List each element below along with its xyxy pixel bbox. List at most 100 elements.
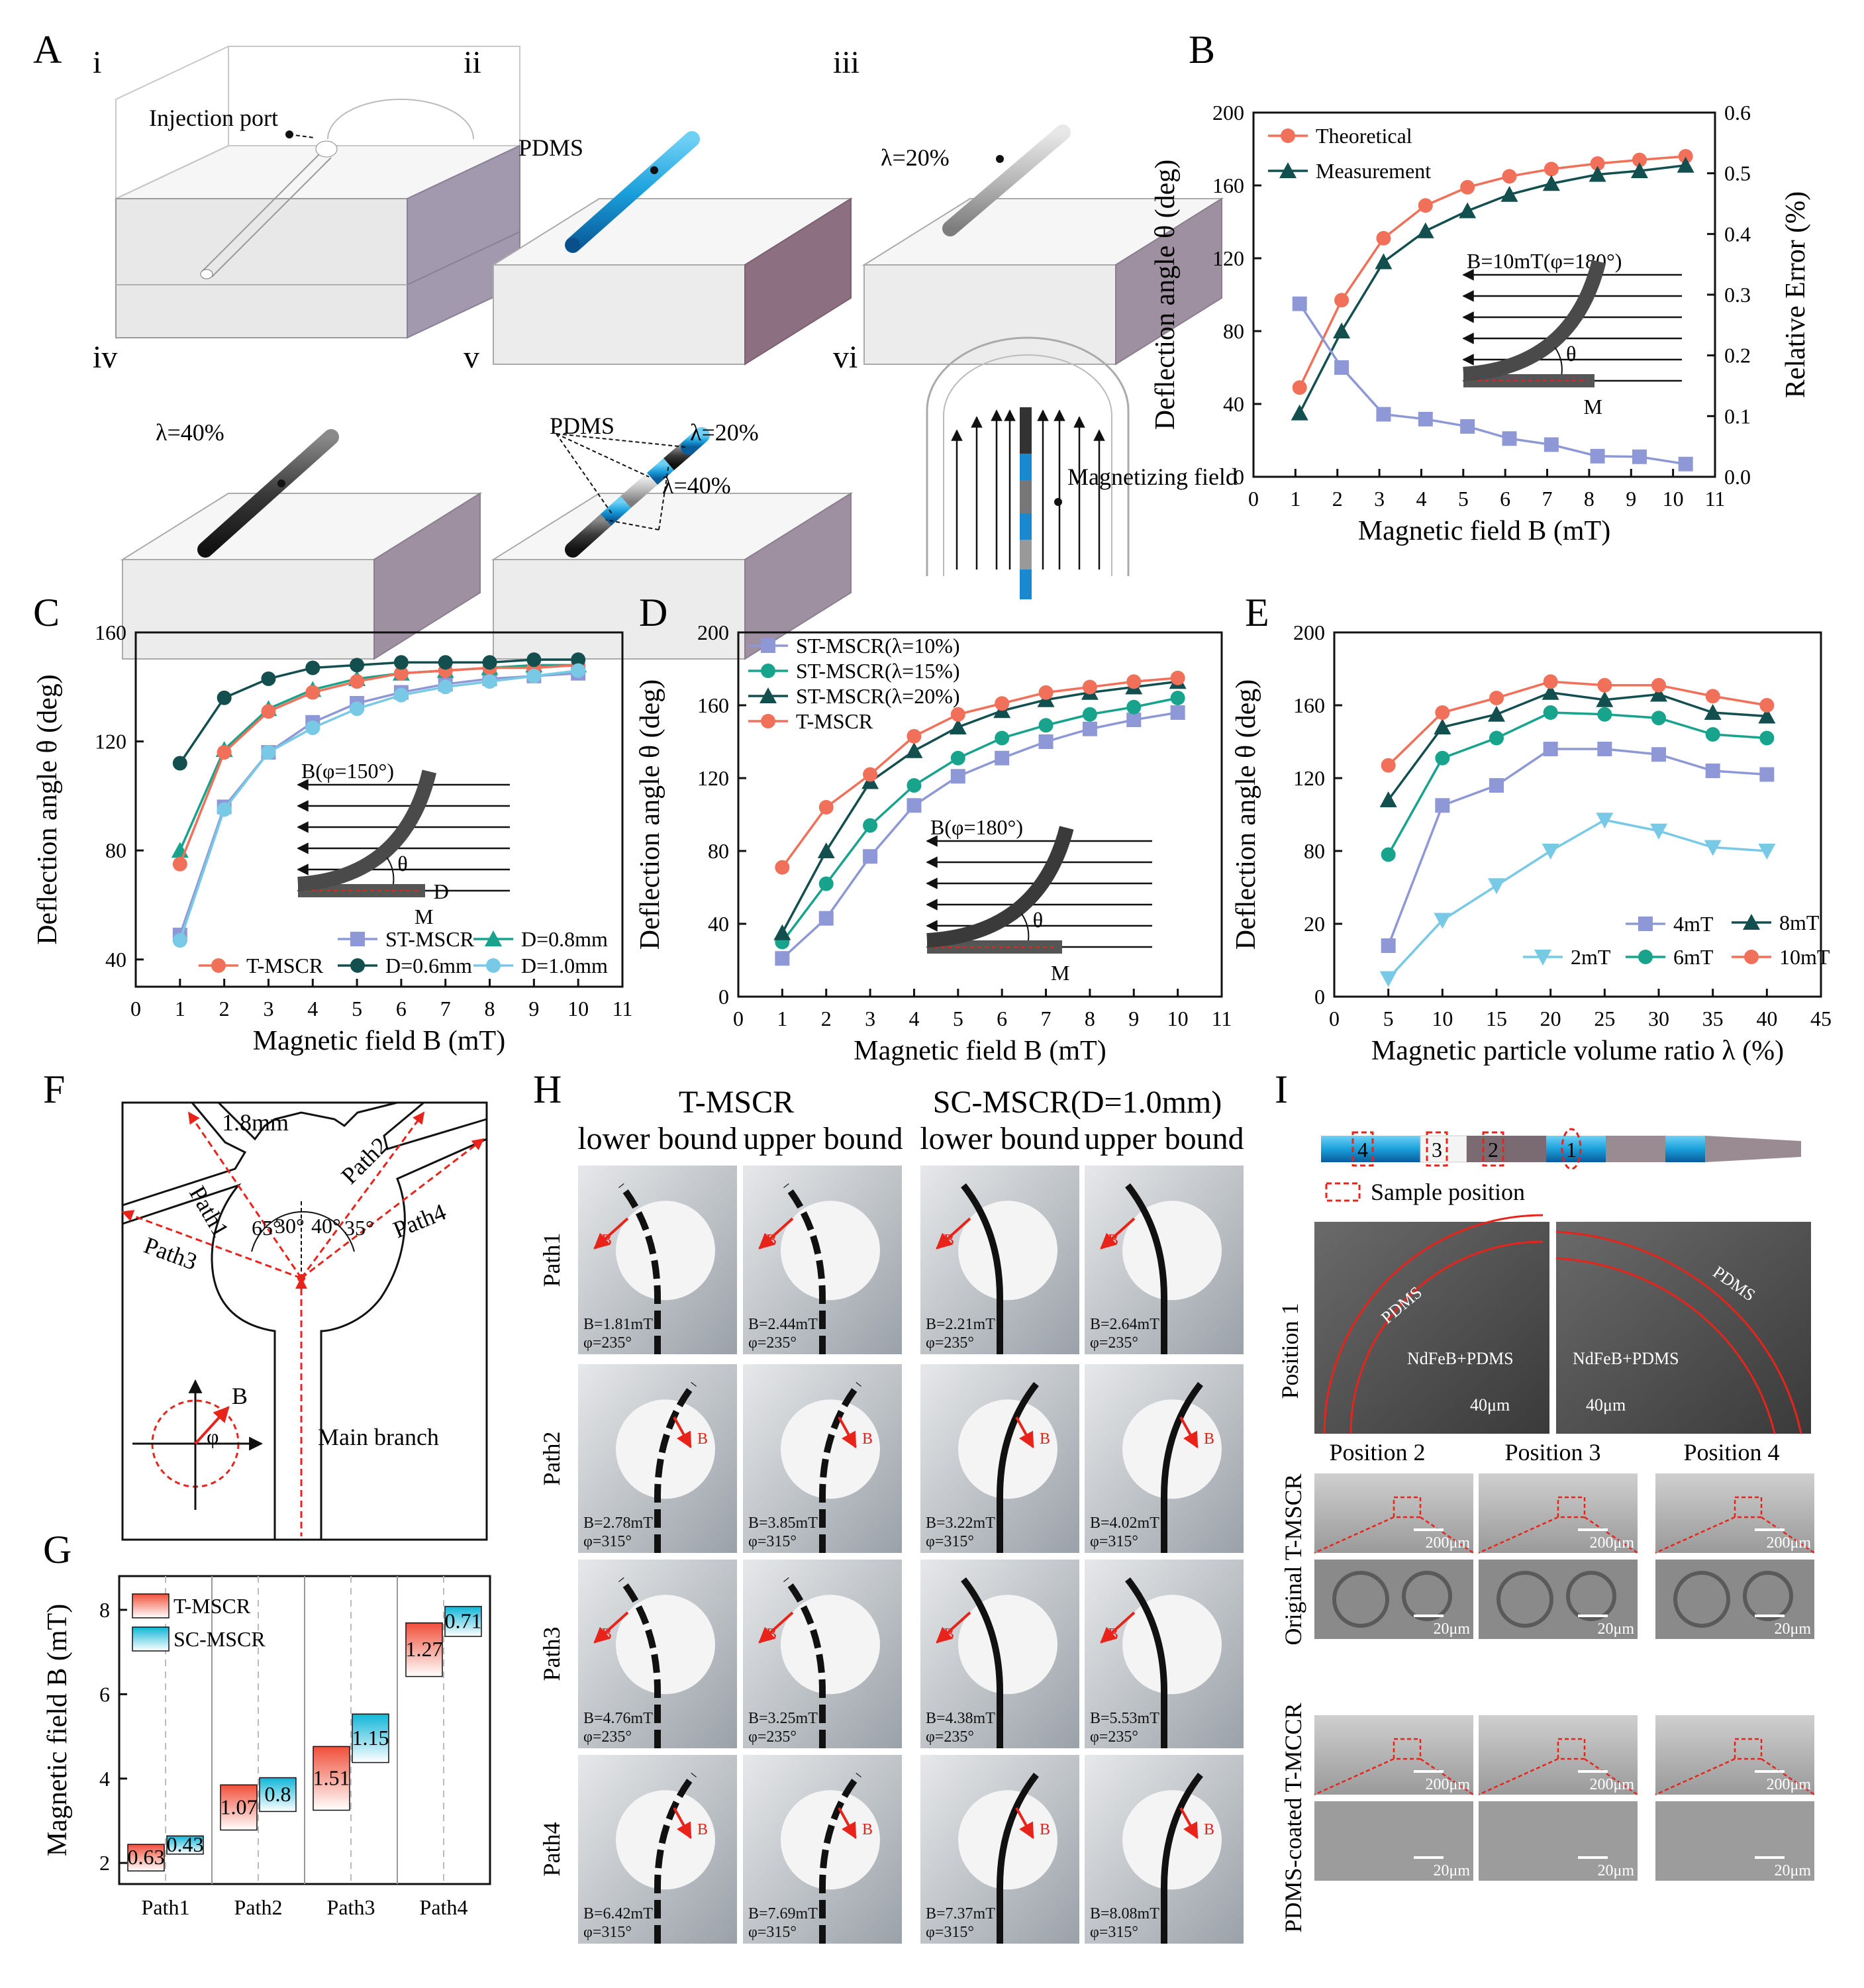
y2-tick-label: 0.3 [1724,283,1751,307]
data-point-Measurement [1459,202,1477,219]
y-tick-label: 6 [99,1682,110,1706]
legend-label: ST-MSCR(λ=20%) [796,684,960,708]
data-point-Measurement [1630,162,1648,178]
plot-frame [1333,631,1822,998]
legend-marker [485,930,502,946]
photo-angle-value: φ=315° [583,1924,632,1941]
sub-label-v: v [464,340,479,375]
x-tick-label: 5 [352,997,362,1020]
photo-field-value: B=2.44mT [748,1316,818,1333]
legend-marker [1638,950,1653,964]
data-point-ST-MSCR(λ=10%) [950,769,965,784]
data-point-Measurement [1500,185,1518,202]
data-point-Theoretical [1376,230,1391,246]
photo-b-label: B [697,1430,708,1448]
legend-marker [350,932,365,946]
robot-body [997,1381,1039,1553]
y2-tick-label: 0.1 [1724,404,1751,428]
data-point-6mT [1705,727,1720,742]
data-point-ST-MSCR(λ=15%) [1038,718,1054,733]
series-line-6mT [1387,711,1767,856]
data-point-ST-MSCR(λ=15%) [818,876,834,891]
x-tick-label: 1 [1290,487,1300,511]
y-tick-label: 120 [1212,246,1244,270]
x-tick-label: 0 [130,997,141,1020]
x-tick-label: 7 [440,997,451,1020]
photo-field-value: B=1.81mT [583,1316,653,1333]
data-point-Theoretical [1590,156,1605,171]
photo-angle-value: φ=235° [748,1334,797,1352]
data-point-T-MSCR [261,704,276,719]
zoom-line [1314,1758,1395,1796]
sub-label-vi: vi [833,340,858,375]
data-point-T-MSCR [1170,670,1185,685]
data-point-Theoretical [1460,179,1475,195]
x-tick-label: 7 [1542,487,1553,511]
legend-label: Measurement [1316,159,1431,183]
sub-label-ii: ii [464,45,481,80]
photo-field-value: B=2.64mT [1090,1316,1159,1333]
y-tick-label: 4 [99,1767,110,1791]
photo-grid-h: Path1 BB=1.81mTφ=235°BB=2.44mTφ=235°BB=2.… [538,1166,1244,1944]
x-tick-label: 8 [485,997,495,1020]
photo-b-label: B [1204,1821,1214,1838]
data-point-ST-MSCR(λ=20%) [905,742,923,758]
legend-label: SC-MSCR [173,1627,266,1651]
inset-rod-bent [926,826,1074,948]
sem-image [1479,1801,1638,1881]
data-point-D=1.0mm [438,679,453,695]
data-point-ST-MSCR(λ=15%) [907,778,922,793]
photo-chamber [781,1595,880,1695]
field-arrow-photo [1100,1611,1136,1644]
sem-texture [1673,1571,1730,1628]
sem-texture [1743,1571,1793,1621]
data-point-ST-MSCR(λ=15%) [863,818,878,833]
data-point-ST-MSCR(λ=10%) [1170,705,1185,720]
scale-label: 200μm [1425,1534,1470,1552]
data-point-4mT [1597,742,1612,756]
zoom-box [1734,1738,1763,1760]
range-label-SC-MSCR: 1.15 [352,1726,389,1750]
y-tick-label: 0 [1314,985,1325,1009]
field-arrow-photo [936,1611,971,1644]
robot-body [654,1381,697,1553]
data-point-Measurement [1291,404,1308,421]
x-tick-label: 1 [777,1007,787,1030]
angle-40: 40° [311,1214,341,1238]
data-point-Measurement [1677,156,1694,173]
y-tick-label: 120 [95,730,126,754]
sample-mark-1: 1 [1566,1138,1577,1162]
legend-label: D=0.8mm [521,927,608,951]
scale-label: 200μm [1766,1534,1811,1552]
col-head-3: lower bound [920,1121,1079,1156]
data-point-4mT [1489,778,1504,793]
photo-b-label: B [766,1626,777,1643]
inset-field-label: B(φ=180°) [930,815,1023,839]
x-axis-label: Magnetic field B (mT) [253,1026,505,1056]
data-point-Relative Error [1632,449,1647,464]
legend-marker [350,958,365,973]
range-bar-T-MSCR [127,1844,165,1872]
x-tick-label: 2 [1332,487,1343,511]
x-axis-label: Magnetic field B (mT) [1358,516,1610,546]
col-head-4: upper bound [1084,1121,1244,1156]
field-arrow-photo [936,1217,971,1250]
data-point-Theoretical [1632,152,1647,168]
data-point-Theoretical [1544,162,1559,177]
scale-label: 20μm [1597,1620,1634,1638]
data-point-D=1.0mm [482,674,497,689]
inset-rod-straight [298,884,425,897]
data-point-T-MSCR [1038,685,1054,700]
x-tick-label: 5 [1383,1007,1394,1030]
range-bar-T-MSCR [405,1622,443,1677]
position2-label: Position 2 [1329,1439,1425,1466]
lambda40-label-v: λ=40% [662,472,731,499]
data-point-T-MSCR [217,745,232,760]
series-line-ST-MSCR(λ=15%) [781,697,1178,943]
data-point-ST-MSCR(λ=10%) [1082,721,1097,736]
mold-i [115,45,520,339]
robot-body [783,1183,826,1354]
y2-axis-label: Relative Error (%) [1781,191,1811,399]
robot-body [618,1577,661,1748]
data-point-Relative Error [1418,411,1433,426]
